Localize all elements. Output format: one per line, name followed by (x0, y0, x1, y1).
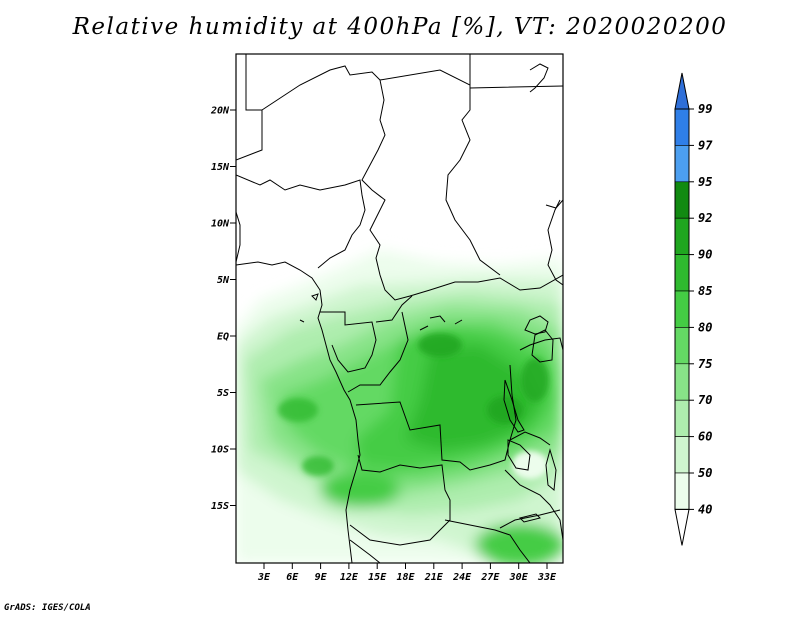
lon-label: 15E (368, 572, 387, 583)
lat-label: 20N (210, 106, 230, 117)
lon-label: 21E (424, 572, 444, 583)
lake-outline (529, 63, 549, 93)
latitude-axis: 20N 15N 10N 5N EQ 5S 10S 15S (210, 106, 236, 512)
border-lines (547, 199, 563, 286)
colorbar-label: 70 (698, 393, 712, 407)
plot-frame (235, 53, 564, 564)
lon-label: 12E (340, 572, 359, 583)
border-lines (504, 469, 563, 541)
border-lines (379, 69, 501, 276)
rh-90-92 (521, 358, 549, 402)
border-lines (531, 329, 554, 363)
colorbar-box (674, 436, 690, 474)
border-lines (320, 311, 377, 373)
rh-90-92 (418, 333, 462, 357)
border-lines (469, 54, 563, 100)
colorbar: 99 97 95 92 90 85 80 75 70 60 50 40 (674, 72, 713, 546)
border-lines (355, 401, 551, 471)
lat-label: 5S (217, 388, 229, 399)
border-lines (347, 295, 413, 393)
colorbar-frame (674, 108, 690, 510)
lat-label: 15S (211, 501, 229, 512)
lon-label: 30E (509, 572, 529, 583)
colorbar-box (674, 145, 690, 183)
longitude-axis: 3E 6E 9E 12E 15E 18E 21E 24E 27E 30E 33E (257, 563, 557, 583)
lon-label: 27E (480, 572, 500, 583)
lake-outline (519, 513, 541, 523)
rh-90-92 (302, 456, 334, 476)
colorbar-label: 80 (698, 320, 712, 334)
lake-outline (524, 315, 549, 335)
border-lines (236, 54, 263, 161)
rh-90-92 (278, 398, 318, 422)
border-lines (444, 519, 531, 563)
colorbar-box (674, 217, 690, 255)
border-lines (349, 539, 381, 563)
lon-label: 18E (396, 572, 415, 583)
lon-label: 6E (286, 572, 299, 583)
humidity-field (236, 250, 563, 563)
colorbar-label: 92 (698, 211, 712, 225)
colorbar-label: 97 (698, 138, 713, 152)
colorbar-bottom-arrow (674, 508, 690, 546)
border-lines (236, 174, 366, 269)
colorbar-label: 99 (698, 102, 712, 116)
coastline (236, 261, 361, 563)
colorbar-box (674, 327, 690, 365)
lon-label: 33E (537, 572, 557, 583)
colorbar-label: 60 (698, 430, 712, 444)
lake-outline (507, 439, 531, 471)
lake-outline (299, 293, 319, 323)
lake-outline (419, 315, 463, 331)
colorbar-label: 90 (698, 248, 712, 262)
colorbar-label: 40 (698, 502, 712, 516)
colorbar-box (674, 363, 690, 401)
map-title: Relative humidity at 400hPa [%], VT: 202… (72, 14, 728, 40)
rh-90-92 (487, 396, 523, 424)
lat-label: 5N (217, 275, 230, 286)
lat-label: 10N (211, 219, 230, 230)
boundaries (236, 54, 563, 563)
lon-label: 9E (315, 572, 328, 583)
colorbar-box (674, 399, 690, 437)
rh-40-50 (512, 451, 548, 479)
border-lines (499, 509, 561, 529)
colorbar-box (674, 472, 690, 510)
colorbar-top-arrow (674, 72, 690, 110)
border-lines (349, 454, 451, 546)
lake-outline (545, 448, 557, 491)
colorbar-label: 75 (698, 357, 712, 371)
grads-credit: GrADS: IGES/COLA (4, 603, 91, 613)
lat-label: EQ (217, 332, 229, 343)
lon-label: 3E (257, 572, 271, 583)
lat-label: 15N (211, 162, 230, 173)
colorbar-label: 85 (698, 284, 712, 298)
colorbar-box (674, 290, 690, 328)
border-lines (261, 65, 563, 301)
colorbar-label: 50 (698, 466, 712, 480)
colorbar-box (674, 254, 690, 292)
lon-label: 24E (452, 572, 472, 583)
lake-outline (503, 379, 525, 433)
colorbar-box (674, 108, 690, 146)
rh-85-90 (320, 472, 400, 508)
lat-label: 10S (211, 445, 229, 456)
border-lines (545, 199, 563, 209)
coastline (236, 211, 241, 263)
colorbar-label: 95 (698, 175, 712, 189)
colorbar-box (674, 181, 690, 219)
rh-85-90 (475, 523, 563, 563)
